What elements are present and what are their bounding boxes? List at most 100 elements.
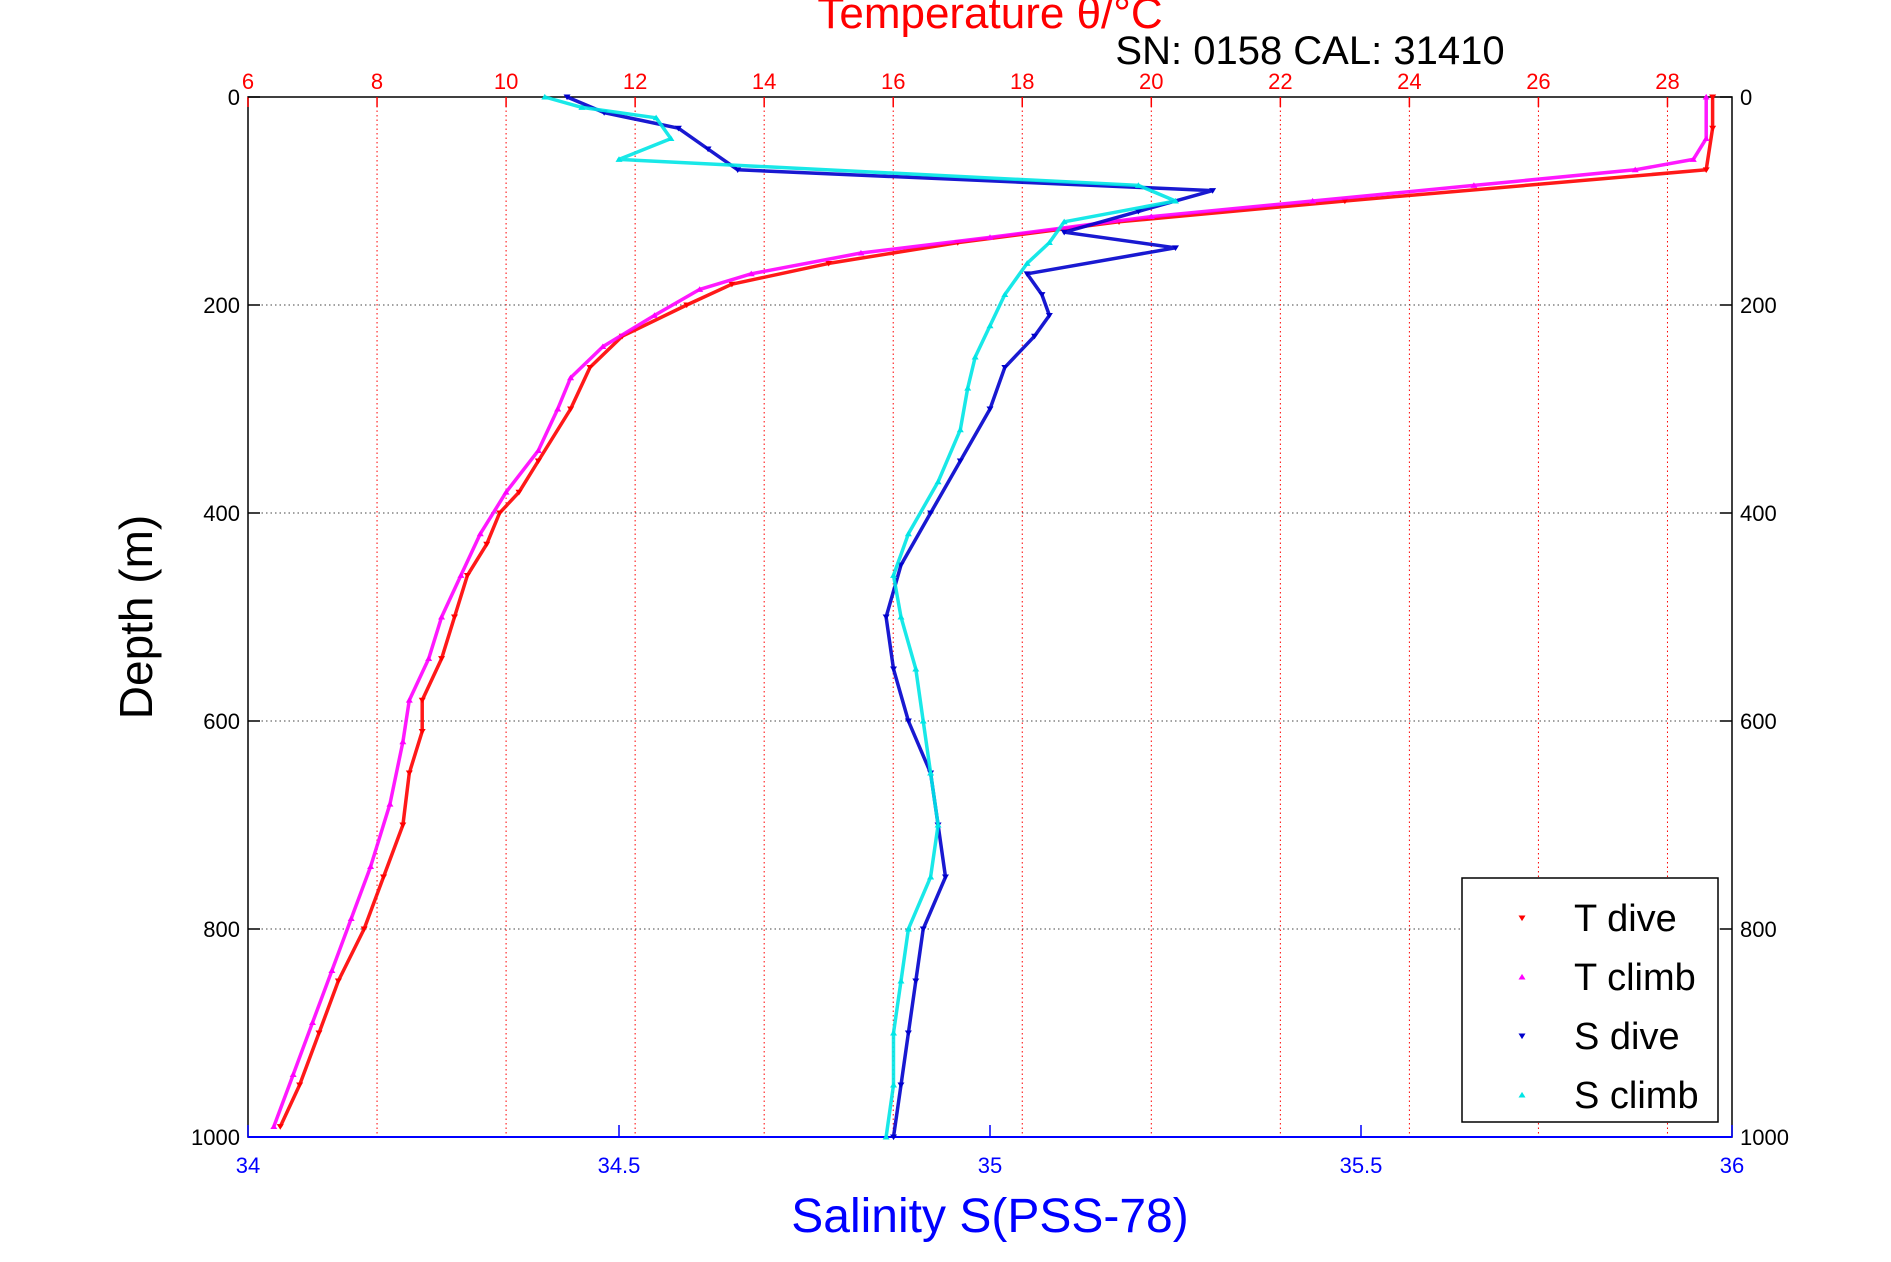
data-point [563,94,571,101]
data-point [986,322,994,329]
data-point [418,728,426,735]
data-point [1702,93,1710,100]
data-point [674,125,682,132]
tick-label-left: 400 [203,501,240,526]
data-point [1060,218,1068,225]
tick-label-right: 400 [1740,501,1777,526]
data-point [1001,364,1009,371]
data-point [964,385,972,391]
series-s-dive [563,94,1217,1141]
tick-label-right: 800 [1740,917,1777,942]
data-point [425,655,433,662]
data-point [857,249,865,256]
data-point [904,530,912,537]
tick-label-bottom: 35 [978,1153,1002,1178]
data-point [567,374,575,381]
data-point [276,1124,284,1130]
legend-marker [1518,1091,1526,1098]
data-point [825,260,833,267]
legend-label: T dive [1574,898,1677,940]
data-point [1147,213,1155,220]
data-point [897,613,905,620]
tick-label-top: 10 [494,69,518,94]
tick-label-bottom: 36 [1720,1153,1744,1178]
legend-marker [1518,915,1526,922]
data-point [747,270,755,277]
data-point [347,915,355,922]
data-point [438,656,446,662]
data-point [890,666,898,673]
data-point [1038,292,1046,298]
data-point [986,234,994,240]
data-point [904,718,912,725]
tick-label-left: 1000 [191,1125,240,1150]
data-point [515,489,523,496]
data-point [734,167,742,173]
tick-label-right: 200 [1740,293,1777,318]
tick-label-right: 1000 [1740,1125,1789,1150]
data-point [315,1030,323,1037]
tick-label-top: 26 [1526,69,1550,94]
legend-marker [1518,1033,1526,1040]
data-point [438,613,446,620]
legend: T dive T climb S dive S climb [1461,877,1719,1123]
data-point [927,769,935,776]
tick-label-bottom: 34.5 [598,1153,641,1178]
data-point [704,146,712,153]
series-s-climb [541,93,1179,1140]
data-point [476,530,484,537]
data-point [912,978,920,985]
tick-label-left: 800 [203,917,240,942]
data-point [615,156,623,162]
data-point [890,1029,898,1036]
data-point [890,1134,898,1141]
data-point [328,967,336,974]
data-point [567,406,575,413]
data-point [890,572,898,578]
data-point [554,405,562,412]
tick-label-top: 14 [752,69,776,94]
data-point [379,874,387,881]
series-t-climb [270,93,1710,1130]
tick-label-top: 18 [1010,69,1034,94]
data-point [683,302,691,309]
tick-label-right: 600 [1740,709,1777,734]
tick-label-top: 6 [242,69,254,94]
legend-box [1461,877,1719,1123]
chart-title: Temperature θ/°C [817,0,1162,38]
data-point [1470,182,1478,188]
data-point [399,738,407,745]
data-point [289,1071,297,1078]
data-point [904,925,912,932]
data-point [1689,156,1697,162]
data-point [450,614,458,621]
data-point [882,1133,890,1140]
data-point [971,353,979,360]
data-point [1172,245,1179,251]
data-point [1045,239,1053,246]
data-point [1060,229,1068,236]
data-point [405,770,413,777]
data-point [599,343,607,350]
data-point [360,926,368,933]
data-point [1709,94,1717,101]
data-point [1341,198,1349,205]
data-point [897,1082,905,1089]
data-point [270,1123,278,1130]
legend-marker [1518,973,1526,980]
tick-label-bottom: 34 [236,1153,260,1178]
data-point [728,281,736,288]
tick-label-bottom: 35.5 [1340,1153,1383,1178]
data-point [667,135,675,142]
tick-label-left: 0 [228,85,240,110]
data-point [1309,197,1317,204]
data-point [1001,291,1009,298]
data-point [534,458,542,465]
data-point [309,1019,317,1026]
data-point [934,478,942,485]
data-point [934,821,942,828]
data-point [696,286,704,292]
tick-label-top: 12 [623,69,647,94]
data-point [586,364,594,371]
